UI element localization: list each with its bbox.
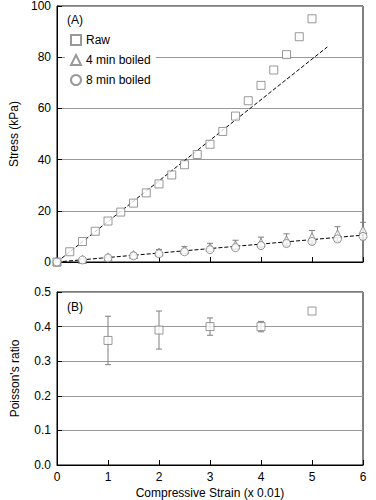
svg-text:6: 6 <box>360 470 367 484</box>
svg-text:3: 3 <box>207 470 214 484</box>
svg-text:Raw: Raw <box>86 33 110 47</box>
svg-text:(B): (B) <box>67 300 83 314</box>
svg-text:40: 40 <box>38 153 52 167</box>
svg-text:Stress (kPa): Stress (kPa) <box>7 101 21 167</box>
svg-text:0.3: 0.3 <box>34 354 51 368</box>
svg-text:0: 0 <box>44 255 51 269</box>
svg-text:0.5: 0.5 <box>34 285 51 299</box>
svg-text:80: 80 <box>38 50 52 64</box>
svg-text:60: 60 <box>38 101 52 115</box>
svg-text:0.4: 0.4 <box>34 320 51 334</box>
svg-text:0.1: 0.1 <box>34 423 51 437</box>
svg-text:4: 4 <box>258 470 265 484</box>
svg-text:2: 2 <box>156 470 163 484</box>
svg-text:0.0: 0.0 <box>34 458 51 472</box>
svg-text:100: 100 <box>31 0 51 13</box>
svg-text:Poisson's ratio: Poisson's ratio <box>8 339 22 417</box>
svg-text:20: 20 <box>38 204 52 218</box>
svg-text:0: 0 <box>54 470 61 484</box>
svg-text:Compressive Strain (x 0.01): Compressive Strain (x 0.01) <box>136 486 285 500</box>
svg-text:5: 5 <box>309 470 316 484</box>
svg-text:1: 1 <box>105 470 112 484</box>
svg-text:0.2: 0.2 <box>34 389 51 403</box>
svg-text:4 min boiled: 4 min boiled <box>86 53 151 67</box>
svg-text:(A): (A) <box>67 13 83 27</box>
svg-text:8 min boiled: 8 min boiled <box>86 73 151 87</box>
